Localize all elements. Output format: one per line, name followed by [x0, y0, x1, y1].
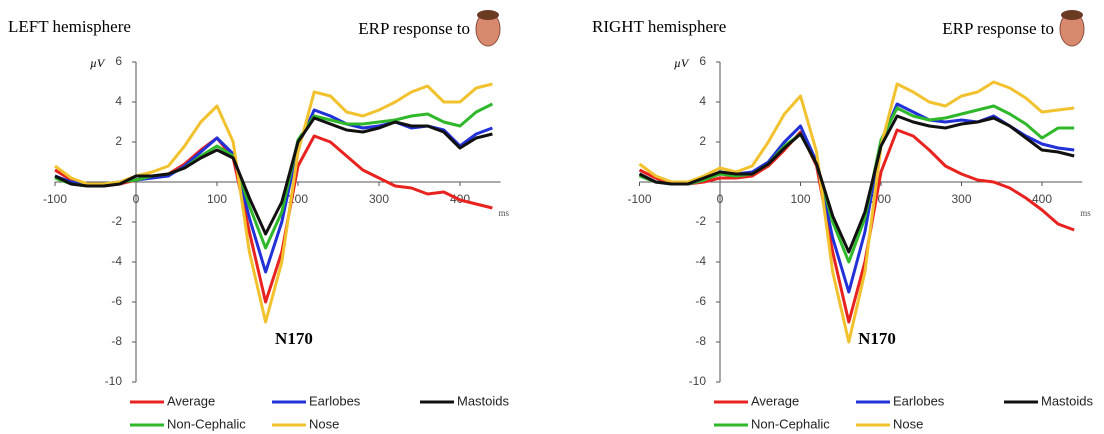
chart-subtitle: ERP response to: [942, 19, 1054, 38]
series-line: [638, 128, 1075, 324]
y-tick-label: -2: [111, 214, 122, 228]
legend-label: Earlobes: [893, 393, 945, 408]
legend-item: Non-Cephalic: [130, 416, 246, 431]
y-tick-label: 2: [115, 134, 122, 148]
chart-panel: RIGHT hemisphere ERP response to µV ms -10 -8…: [592, 10, 1094, 431]
legend-label: Mastoids: [457, 393, 510, 408]
legend-item: Average: [130, 393, 215, 408]
legend-item: Mastoids: [1004, 393, 1094, 408]
series-line: [638, 104, 1075, 264]
legend-item: Non-Cephalic: [714, 416, 830, 431]
x-tick-label: 100: [790, 192, 810, 206]
x-tick-label: 400: [1032, 192, 1052, 206]
legend-item: Nose: [856, 416, 923, 431]
x-axis-label: ms: [1080, 208, 1091, 218]
chart-subtitle: ERP response to: [358, 19, 470, 38]
y-tick-label: -8: [111, 334, 122, 348]
y-axis-label: µV: [674, 56, 690, 70]
series-line: [54, 116, 493, 236]
x-tick-label: 300: [369, 192, 389, 206]
legend-label: Non-Cephalic: [751, 416, 830, 431]
legend-item: Average: [714, 393, 799, 408]
y-tick-label: 4: [699, 94, 706, 108]
x-tick-label: 100: [207, 192, 227, 206]
legend-label: Earlobes: [309, 393, 361, 408]
y-tick-label: -6: [111, 294, 122, 308]
x-tick-label: -100: [627, 192, 651, 206]
x-tick-label: 300: [951, 192, 971, 206]
annotation: N170: [858, 329, 896, 348]
legend-label: Mastoids: [1041, 393, 1094, 408]
legend-label: Nose: [309, 416, 339, 431]
y-axis-label: µV: [90, 56, 106, 70]
x-tick-label: 0: [717, 192, 724, 206]
legend-label: Nose: [893, 416, 923, 431]
y-tick-label: -8: [695, 334, 706, 348]
x-tick-label: -100: [43, 192, 67, 206]
y-tick-label: -10: [105, 374, 123, 388]
annotation: N170: [275, 329, 313, 348]
y-tick-label: 2: [699, 134, 706, 148]
y-tick-label: -6: [695, 294, 706, 308]
legend-item: Nose: [272, 416, 339, 431]
y-tick-label: 4: [115, 94, 122, 108]
chart-title: LEFT hemisphere: [8, 17, 131, 36]
legend-label: Average: [167, 393, 215, 408]
face-hair: [477, 10, 499, 20]
series-line: [54, 82, 493, 324]
series-line: [638, 114, 1075, 254]
legend-label: Non-Cephalic: [167, 416, 246, 431]
legend-item: Earlobes: [856, 393, 945, 408]
y-tick-label: 6: [699, 54, 706, 68]
face-hair: [1061, 10, 1083, 20]
x-axis-label: ms: [499, 208, 510, 218]
legend-item: Earlobes: [272, 393, 361, 408]
chart-panel: LEFT hemisphere ERP response to µV ms -10 -8 -…: [8, 10, 510, 431]
y-tick-label: -10: [689, 374, 707, 388]
series-line: [638, 80, 1075, 344]
legend-item: Mastoids: [420, 393, 510, 408]
y-tick-label: -2: [695, 214, 706, 228]
y-tick-label: -4: [695, 254, 706, 268]
y-tick-label: 6: [115, 54, 122, 68]
chart-title: RIGHT hemisphere: [592, 17, 726, 36]
x-tick-label: 0: [133, 192, 140, 206]
y-tick-label: -4: [111, 254, 122, 268]
legend-label: Average: [751, 393, 799, 408]
